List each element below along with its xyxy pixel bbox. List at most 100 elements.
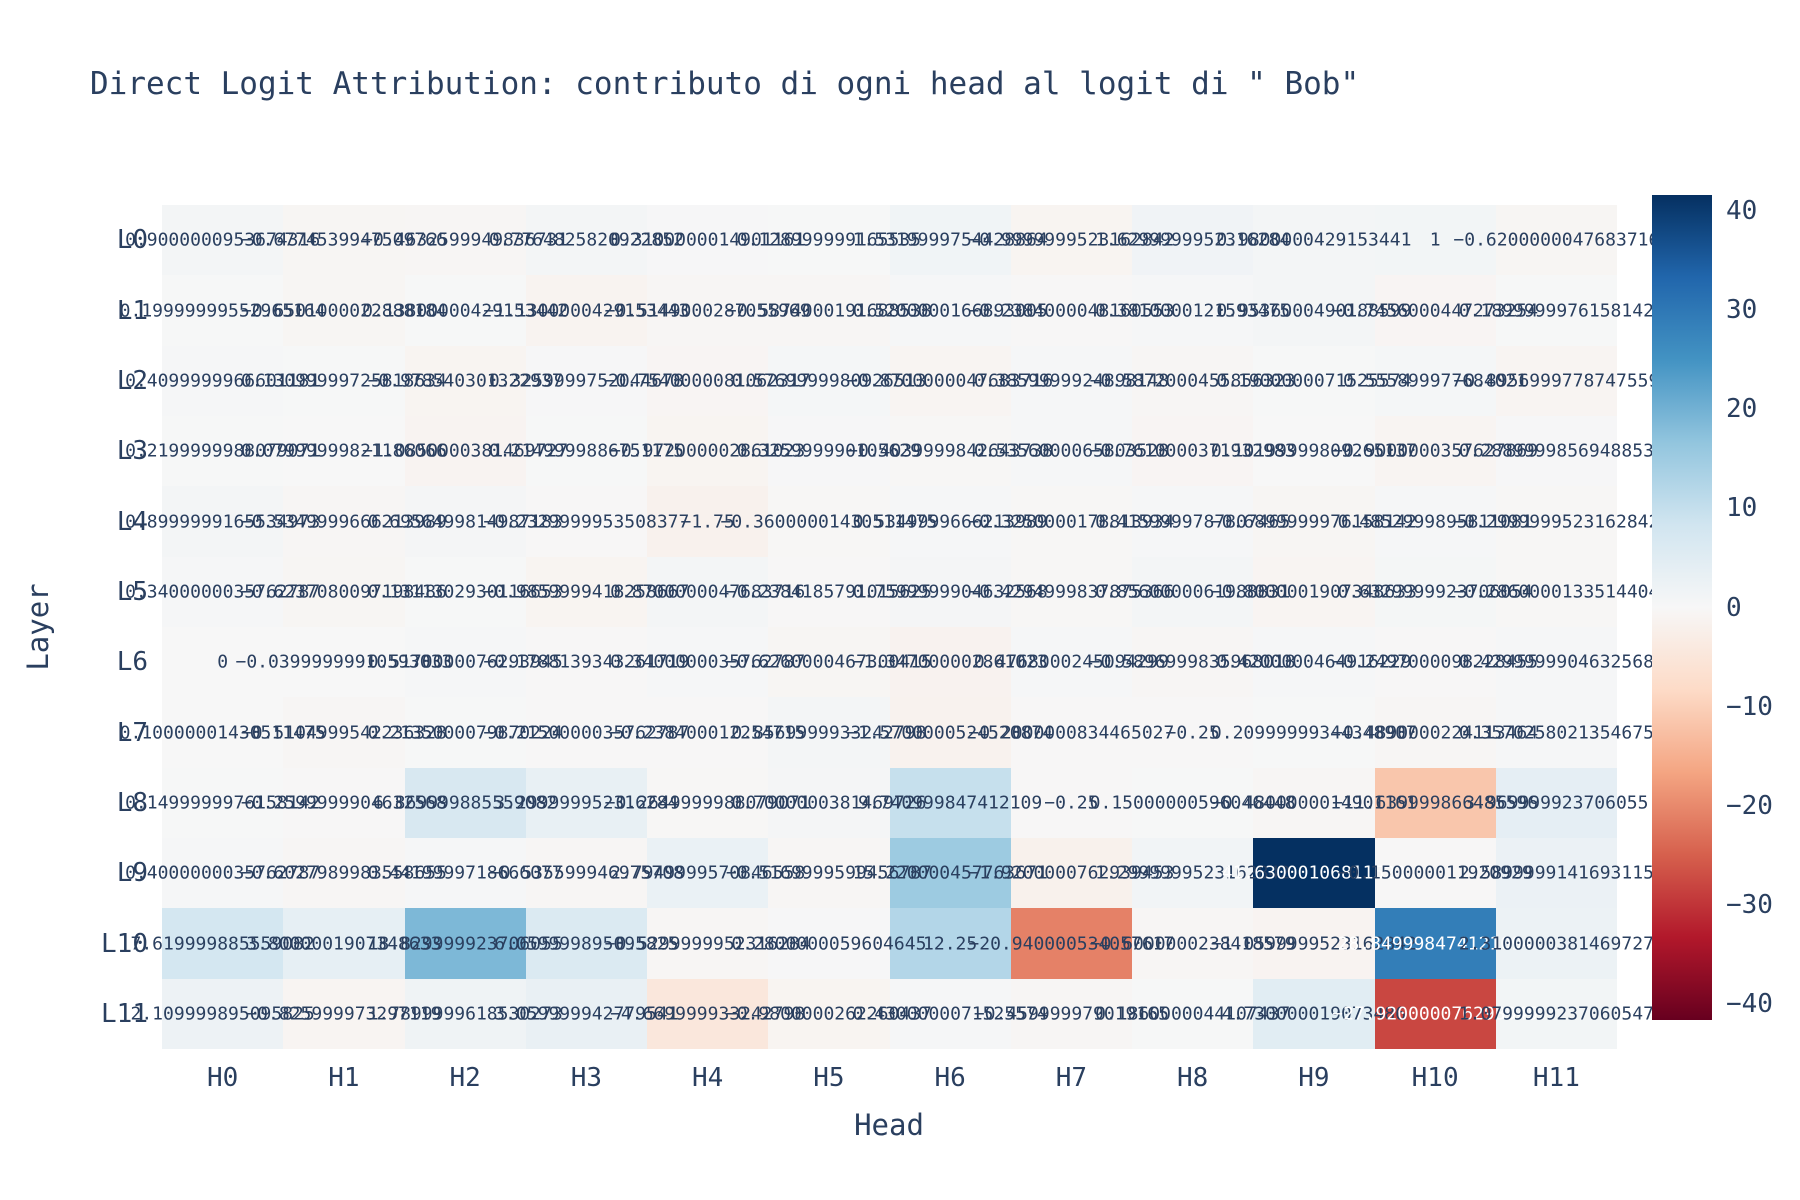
y-axis-title: Layer [21, 583, 55, 671]
heatmap-cell [404, 416, 526, 487]
heatmap-cell [768, 767, 890, 838]
heatmap-cell [1132, 345, 1254, 416]
y-tick-label: L4 [116, 506, 148, 537]
colorbar-tick-label: 20 [1726, 394, 1758, 425]
heatmap-cell [889, 205, 1011, 276]
heatmap-cell [768, 205, 890, 276]
heatmap-cell [1495, 697, 1617, 768]
heatmap-cell [1495, 978, 1617, 1049]
heatmap-cell [889, 556, 1011, 627]
colorbar-tick-label: −40 [1726, 988, 1773, 1019]
heatmap-cell [1132, 486, 1254, 557]
x-tick-label: H0 [206, 1063, 239, 1093]
x-tick-label: H7 [1055, 1063, 1088, 1093]
heatmap-cell [283, 697, 405, 768]
heatmap-cell [889, 275, 1011, 346]
heatmap-cell [1253, 205, 1375, 276]
heatmap-cell [162, 486, 284, 557]
heatmap-cell [647, 486, 769, 557]
y-tick-label: L8 [116, 787, 148, 818]
heatmap-plot-area: 0.9000000953674316 −0.6774539947509766 −0.… [101, 205, 1659, 1093]
heatmap-cell [1495, 205, 1617, 276]
colorbar [1652, 195, 1712, 1020]
heatmap-cell [1010, 978, 1132, 1049]
y-tick-label: L6 [116, 647, 148, 678]
heatmap-cell [404, 345, 526, 416]
heatmap-cell [525, 556, 647, 627]
heatmap-cell [1010, 275, 1132, 346]
heatmap-cell [1253, 697, 1375, 768]
heatmap-cell [283, 275, 405, 346]
heatmap-cell [283, 838, 405, 909]
heatmap-cell [1253, 627, 1375, 698]
heatmap-cell [647, 627, 769, 698]
x-tick-label: H5 [813, 1063, 845, 1093]
colorbar-tick-label: 40 [1726, 196, 1758, 227]
heatmap-cell [283, 767, 405, 838]
heatmap-cell [1253, 767, 1375, 838]
heatmap-cell [1253, 978, 1375, 1049]
heatmap-cell [1374, 416, 1496, 487]
heatmap-cell [525, 627, 647, 698]
heatmap-cell [1495, 908, 1617, 979]
heatmap-cell [889, 838, 1011, 909]
colorbar-tick-label: −10 [1726, 691, 1773, 722]
heatmap-cell [283, 205, 405, 276]
y-tick-label: L3 [116, 436, 148, 467]
x-tick-label: H1 [328, 1063, 360, 1093]
heatmap-cell [525, 697, 647, 768]
heatmap-cell [162, 275, 284, 346]
heatmap-cell [768, 908, 890, 979]
heatmap-cell [283, 978, 405, 1049]
x-axis-title: Head [854, 1108, 924, 1142]
heatmap-cell [283, 627, 405, 698]
heatmap-cell [1132, 275, 1254, 346]
heatmap-cell [1010, 838, 1132, 909]
heatmap-cell [525, 275, 647, 346]
heatmap-cell [162, 838, 284, 909]
heatmap-cell [525, 838, 647, 909]
x-tick-label: H9 [1298, 1063, 1330, 1093]
heatmap-cell [1132, 697, 1254, 768]
x-tick-label: H4 [691, 1063, 724, 1093]
heatmap-cell [889, 978, 1011, 1049]
heatmap-cell [1374, 345, 1496, 416]
colorbar-tick-label: −30 [1726, 889, 1773, 920]
heatmap-cell [162, 767, 284, 838]
heatmap-cell [647, 697, 769, 768]
heatmap-cell [647, 345, 769, 416]
heatmap-cell [404, 697, 526, 768]
heatmap-cell [162, 556, 284, 627]
heatmap-cell [647, 838, 769, 909]
x-tick-label: H11 [1532, 1063, 1580, 1093]
heatmap-cell [162, 908, 284, 979]
heatmap-cell [404, 838, 526, 909]
heatmap-cell [162, 627, 284, 698]
heatmap-cell [283, 345, 405, 416]
colorbar-tick-label: 0 [1726, 592, 1742, 623]
heatmap-cell [1495, 416, 1617, 487]
heatmap-cell [1010, 486, 1132, 557]
heatmap-cell [1374, 767, 1496, 838]
y-tick-label: L2 [116, 365, 148, 396]
heatmap-cell [768, 486, 890, 557]
heatmap-cell [768, 697, 890, 768]
heatmap-cell [404, 767, 526, 838]
heatmap-cell [889, 416, 1011, 487]
heatmap-cell [1495, 556, 1617, 627]
y-tick-label: L7 [116, 717, 148, 748]
heatmap-cell [283, 556, 405, 627]
heatmap-cell [1132, 767, 1254, 838]
heatmap-cell [525, 908, 647, 979]
heatmap-cell [162, 697, 284, 768]
heatmap-cell [1253, 908, 1375, 979]
heatmap-cell [1374, 978, 1496, 1049]
heatmap-cell [1253, 486, 1375, 557]
heatmap-cell [768, 416, 890, 487]
heatmap-cell [1374, 486, 1496, 557]
heatmap-cell [647, 767, 769, 838]
heatmap-cell [1253, 556, 1375, 627]
heatmap-cell [1132, 556, 1254, 627]
heatmap-cell [525, 767, 647, 838]
heatmap-cell [889, 345, 1011, 416]
